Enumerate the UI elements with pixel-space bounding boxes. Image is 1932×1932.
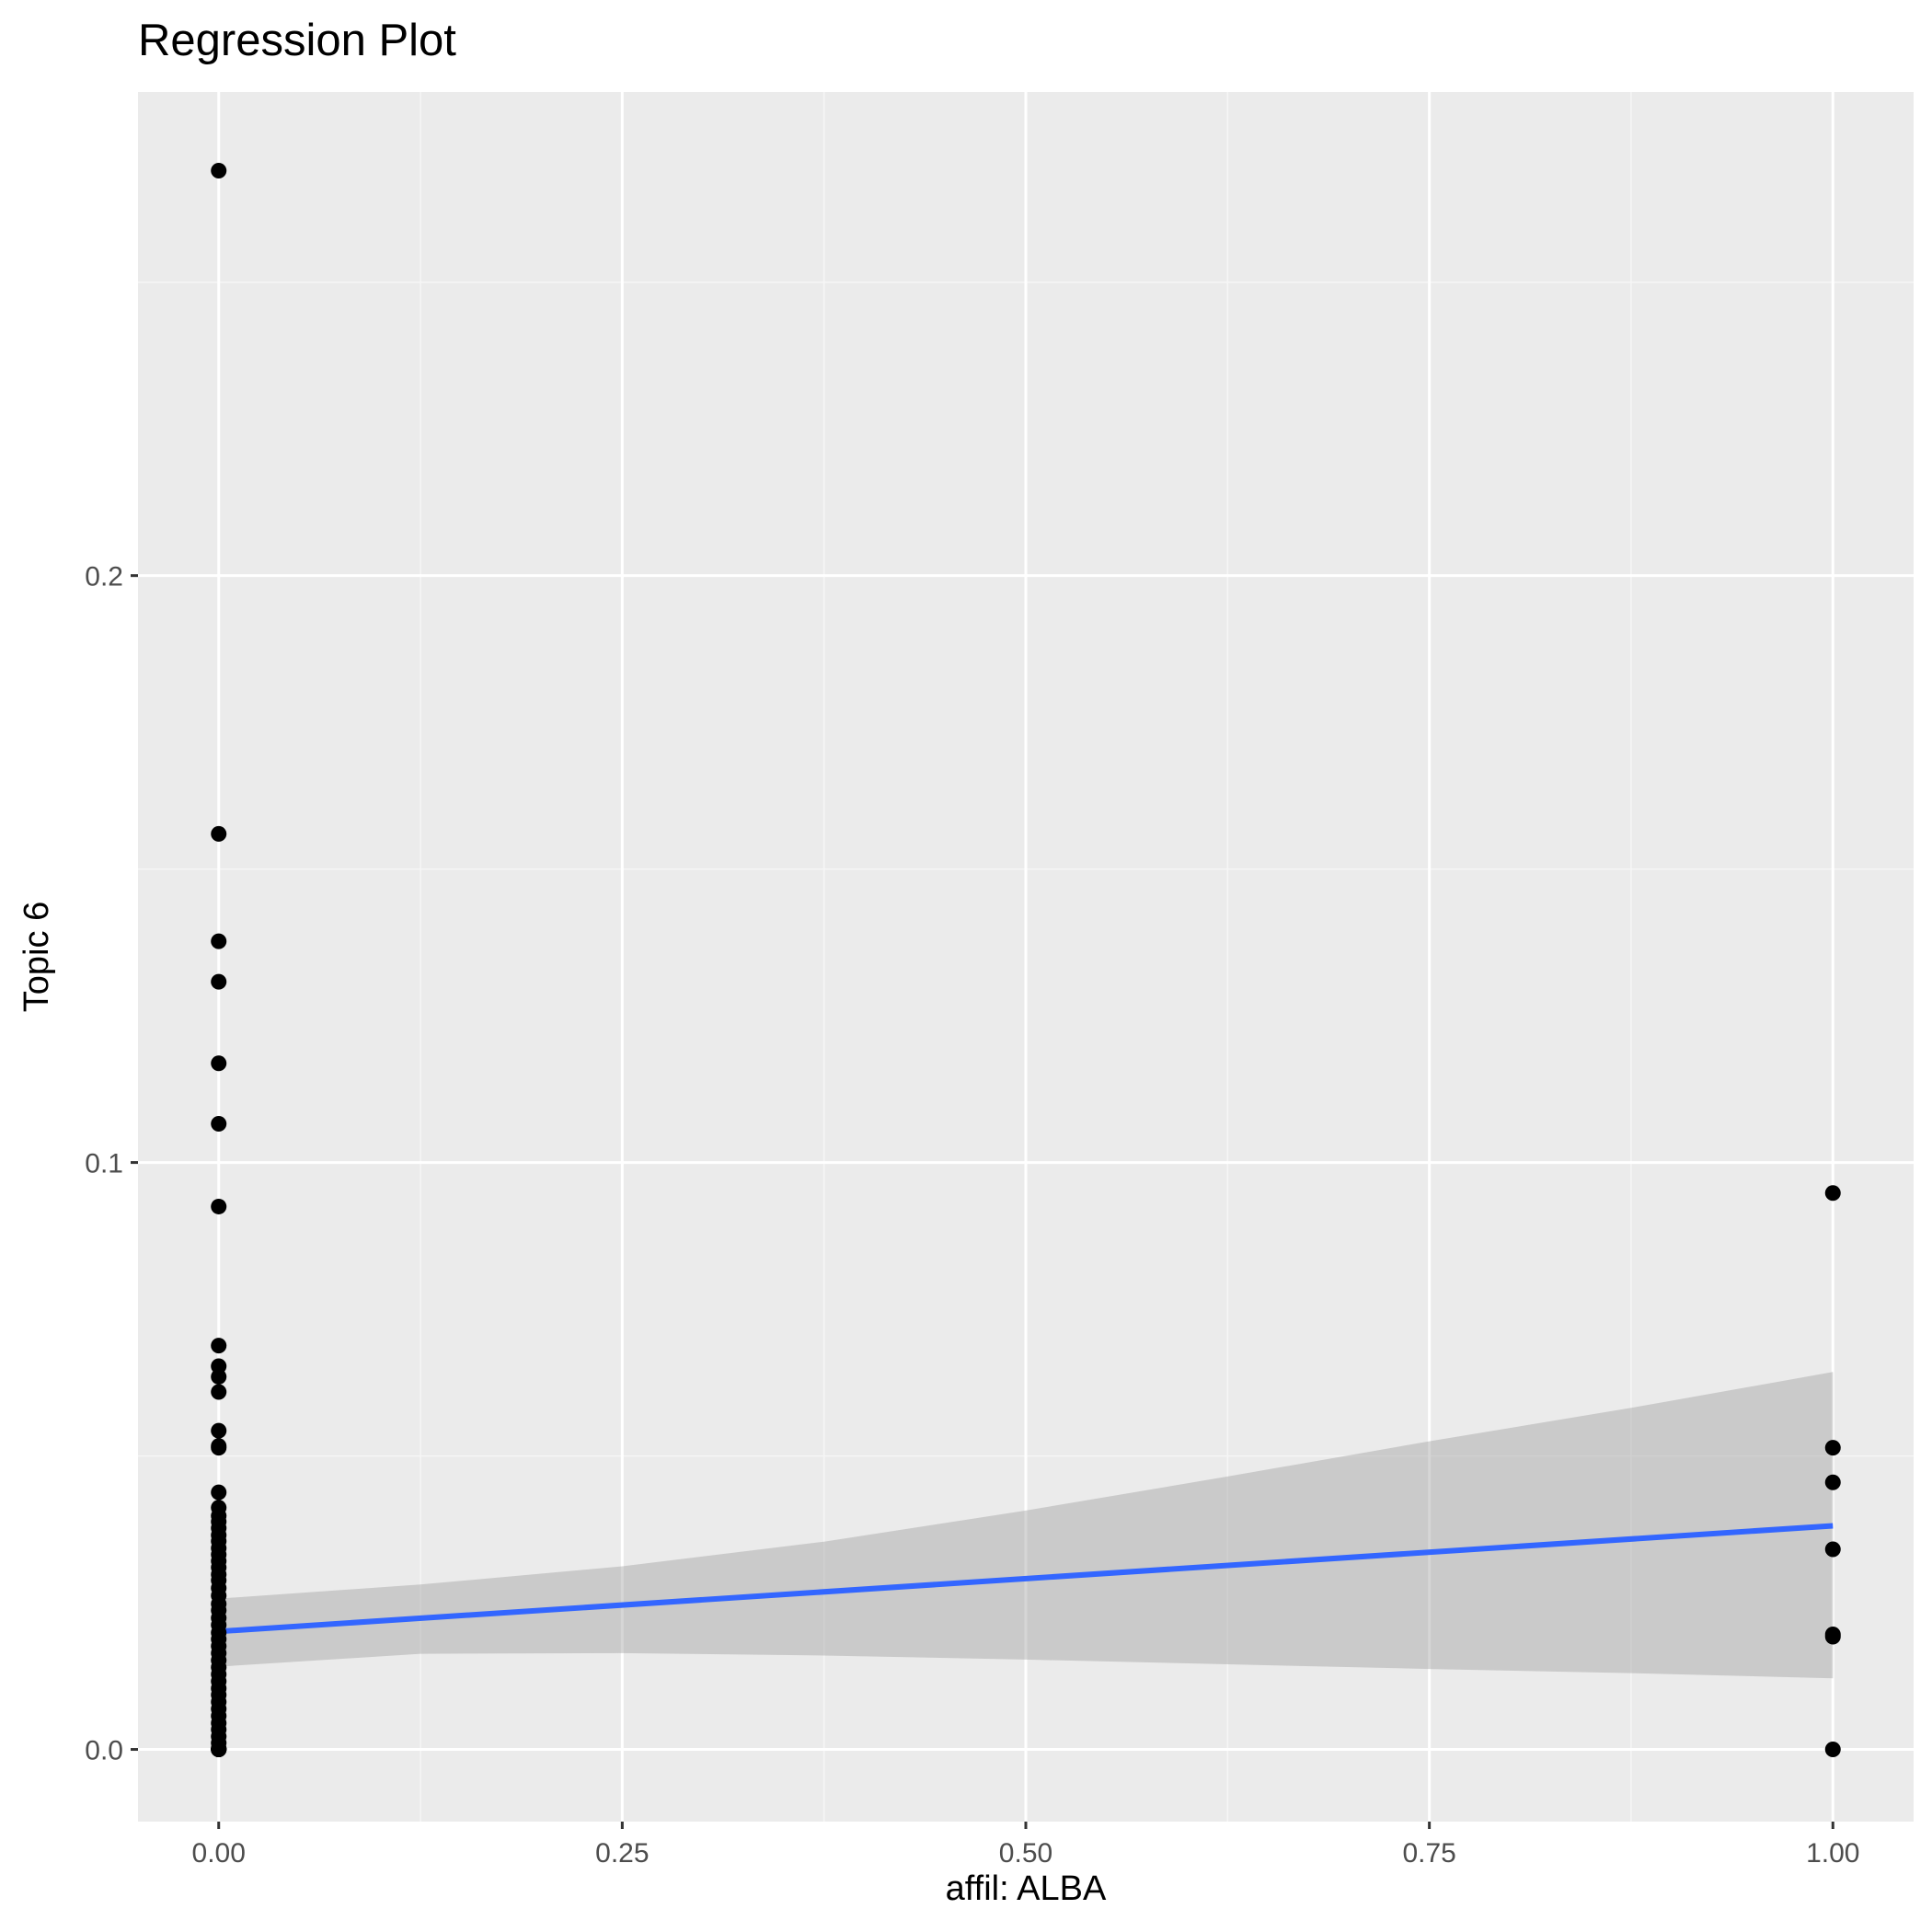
y-tick-label: 0.2	[85, 562, 123, 592]
data-point	[211, 1115, 227, 1132]
x-tick-label: 0.25	[595, 1838, 649, 1869]
data-point	[1824, 1742, 1841, 1758]
data-point	[211, 162, 227, 178]
y-axis-ticks: 0.0 0.1 0.2	[85, 562, 138, 1766]
regression-line	[218, 1523, 1834, 1635]
data-point	[211, 1198, 227, 1214]
data-points	[211, 162, 1841, 1758]
data-point	[1824, 1440, 1841, 1456]
data-point	[211, 1384, 227, 1400]
data-point	[1824, 1541, 1841, 1558]
confidence-band-layer	[218, 1372, 1834, 1679]
major-gridlines	[138, 92, 1914, 1822]
x-axis-ticks: 0.00 0.25 0.50 0.75 1.00	[192, 1822, 1859, 1869]
y-tick-label: 0.1	[85, 1149, 123, 1179]
x-tick-label: 0.50	[999, 1838, 1052, 1869]
y-axis-title: Topic 6	[17, 902, 56, 1012]
data-point	[211, 1484, 227, 1501]
x-axis-title: affil: ALBA	[946, 1869, 1107, 1908]
x-tick-label: 0.75	[1402, 1838, 1455, 1869]
y-tick-label: 0.0	[85, 1736, 123, 1766]
data-point	[211, 973, 227, 990]
data-point	[211, 933, 227, 949]
data-point	[1824, 1474, 1841, 1490]
data-point	[1824, 1628, 1841, 1645]
confidence-band	[218, 1372, 1834, 1679]
data-point	[211, 825, 227, 842]
data-point	[1824, 1185, 1841, 1202]
regression-line-layer	[218, 1523, 1834, 1635]
data-point	[211, 1440, 227, 1456]
chart-title: Regression Plot	[138, 16, 456, 65]
x-tick-label: 0.00	[192, 1838, 246, 1869]
data-point	[211, 1338, 227, 1354]
data-point	[211, 1368, 227, 1385]
data-point	[211, 1742, 227, 1758]
data-point	[211, 1422, 227, 1439]
x-tick-label: 1.00	[1806, 1838, 1859, 1869]
data-point	[211, 1055, 227, 1072]
